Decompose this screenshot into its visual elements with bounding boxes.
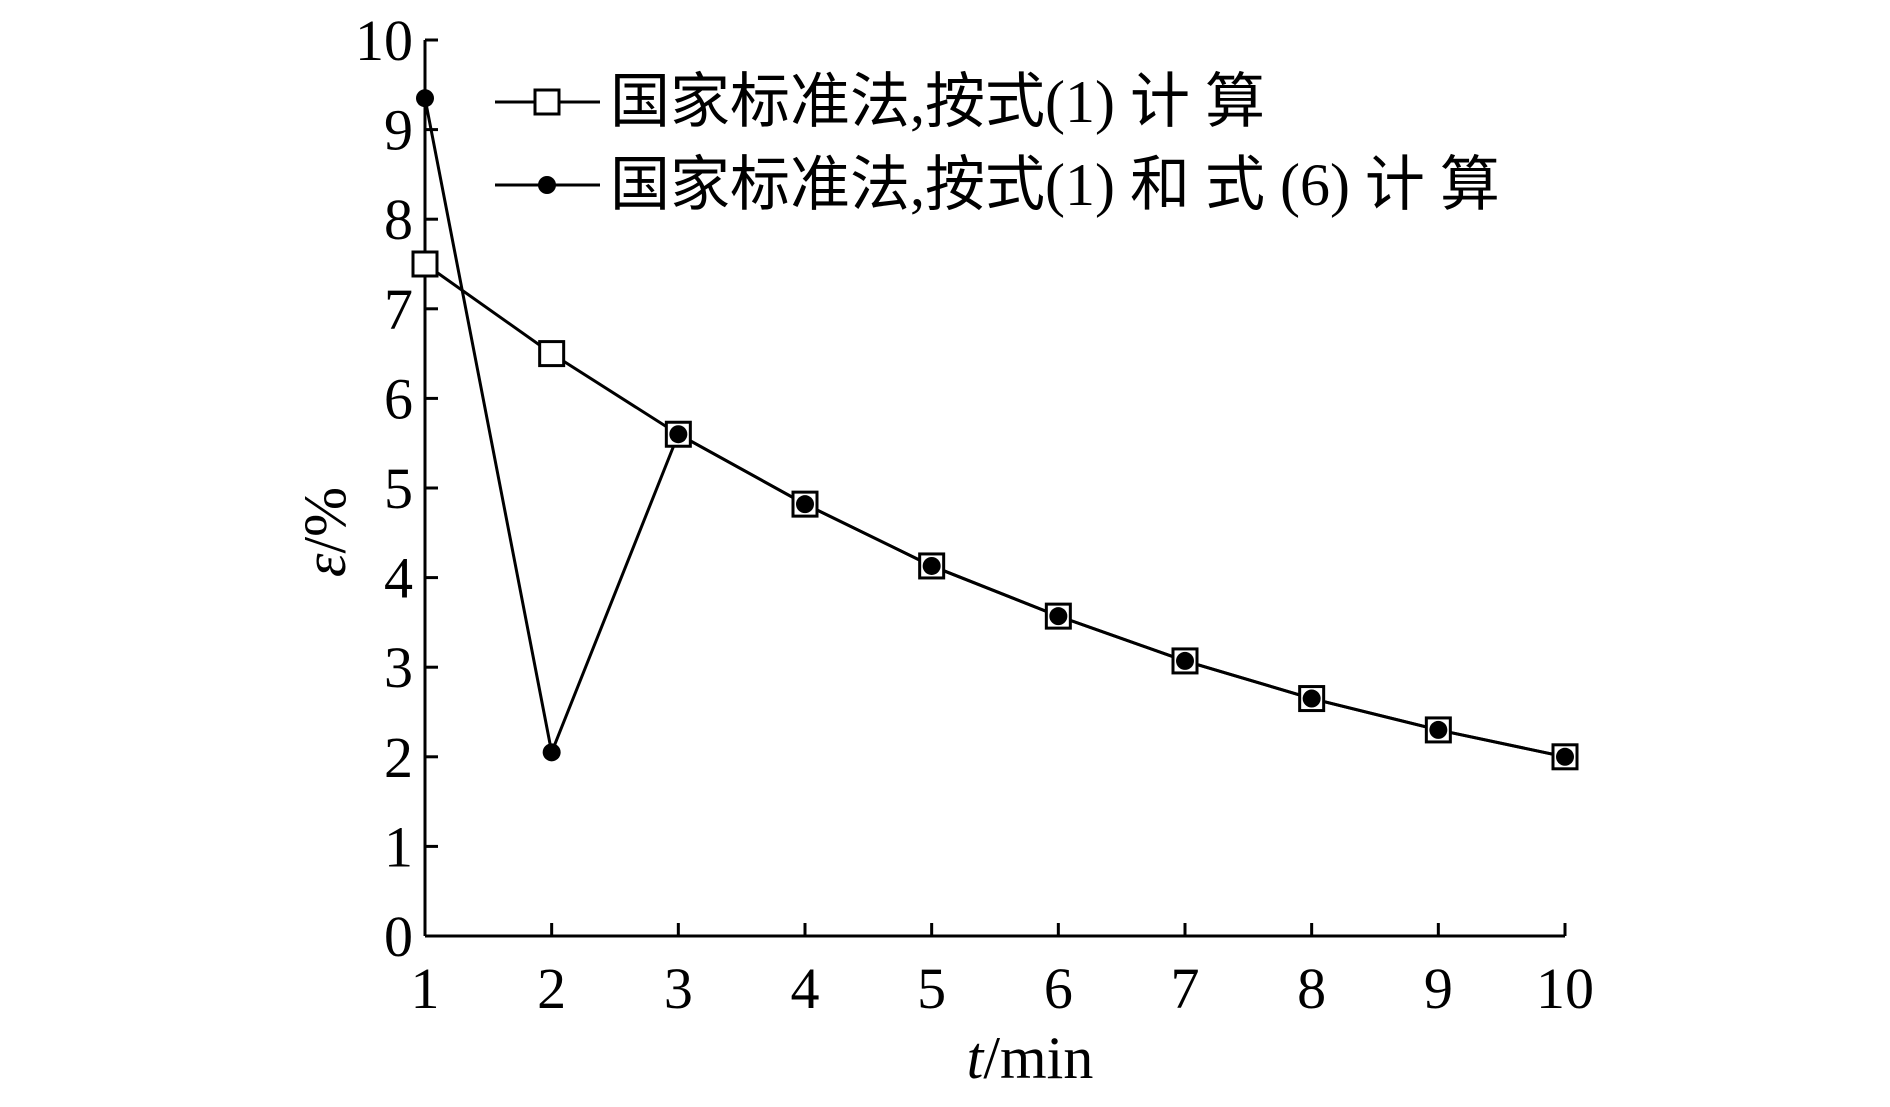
x-tick-label: 5 <box>917 956 946 1021</box>
x-tick-label: 7 <box>1171 956 1200 1021</box>
y-tick-label: 7 <box>384 277 413 342</box>
data-point-circle <box>1302 689 1321 708</box>
y-tick-label: 4 <box>384 546 413 611</box>
series-lines <box>423 97 1566 759</box>
data-point-circle <box>796 495 814 514</box>
series-line-2 <box>423 97 1566 759</box>
data-point-circle <box>1556 747 1574 766</box>
axes <box>423 38 1567 938</box>
x-tick-label: 4 <box>791 956 820 1021</box>
y-tick-label: 3 <box>384 635 413 700</box>
data-point-square <box>538 340 566 368</box>
y-axis-variable: ε <box>292 553 358 577</box>
y-axis-unit: /% <box>292 487 358 554</box>
y-tick-label: 0 <box>384 904 413 969</box>
data-point-circle <box>669 425 688 444</box>
y-axis-title: ε/% <box>292 487 358 577</box>
data-point-circle <box>1049 607 1068 626</box>
series-line-1 <box>424 262 1566 759</box>
x-tick-label: 6 <box>1044 956 1073 1021</box>
y-tick-label: 1 <box>384 814 413 879</box>
y-tick-label: 2 <box>384 725 413 790</box>
x-axis-unit: /min <box>983 1025 1093 1091</box>
y-tick-label: 8 <box>384 187 413 252</box>
y-tick-label: 6 <box>384 366 413 431</box>
data-point-circle <box>542 743 561 762</box>
x-tick-label: 10 <box>1536 956 1594 1021</box>
y-tick-label: 9 <box>384 98 413 163</box>
legend-marker-square <box>533 88 561 116</box>
x-tick-label: 8 <box>1297 956 1326 1021</box>
x-tick-label: 9 <box>1424 956 1453 1021</box>
x-tick-label: 3 <box>664 956 693 1021</box>
y-tick-label: 10 <box>355 8 413 73</box>
data-point-square <box>411 250 439 278</box>
data-point-circle <box>416 89 434 108</box>
x-axis-variable: t <box>967 1025 985 1091</box>
x-tick-label: 1 <box>411 956 440 1021</box>
legend-label-2: 国家标准法,按式(1) 和 式 (6) 计 算 <box>610 152 1500 218</box>
legend-label-1: 国家标准法,按式(1) 计 算 <box>610 69 1265 135</box>
legend-marker-circle <box>538 176 556 194</box>
y-tick-label: 5 <box>384 456 413 521</box>
x-tick-label: 2 <box>537 956 566 1021</box>
data-point-circle <box>1429 720 1448 739</box>
data-point-circle <box>1176 651 1194 670</box>
data-markers <box>411 89 1579 771</box>
data-point-circle <box>922 556 941 575</box>
x-axis-title: t/min <box>967 1025 1094 1091</box>
